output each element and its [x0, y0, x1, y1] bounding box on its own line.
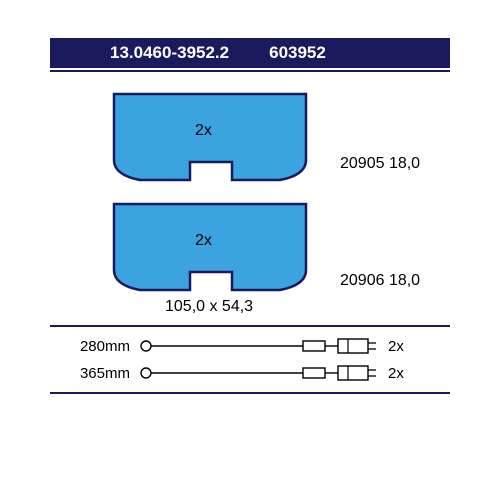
pad2-code-label: 20906 18,0	[340, 272, 420, 290]
sensor1-qty: 2x	[388, 338, 404, 355]
sensor1-icon	[138, 335, 378, 357]
header-bar: 13.0460-3952.2 603952	[50, 38, 450, 68]
wear-sensor-row-2: 365mm 2x	[72, 362, 404, 384]
sensor1-length: 280mm	[72, 338, 130, 355]
sensor2-length: 365mm	[72, 365, 130, 382]
divider-bottom	[50, 392, 450, 394]
part-number-primary: 13.0460-3952.2	[110, 43, 229, 63]
divider-top	[50, 70, 450, 72]
pad2-qty-label: 2x	[195, 232, 212, 250]
pad-dimensions-label: 105,0 x 54,3	[165, 298, 253, 316]
sensor2-icon	[138, 362, 378, 384]
wear-sensor-row-1: 280mm 2x	[72, 335, 404, 357]
sensor2-qty: 2x	[388, 365, 404, 382]
pad1-code-label: 20905 18,0	[340, 155, 420, 173]
divider-mid	[50, 325, 450, 327]
pad1-qty-label: 2x	[195, 122, 212, 140]
part-number-secondary: 603952	[269, 43, 326, 63]
